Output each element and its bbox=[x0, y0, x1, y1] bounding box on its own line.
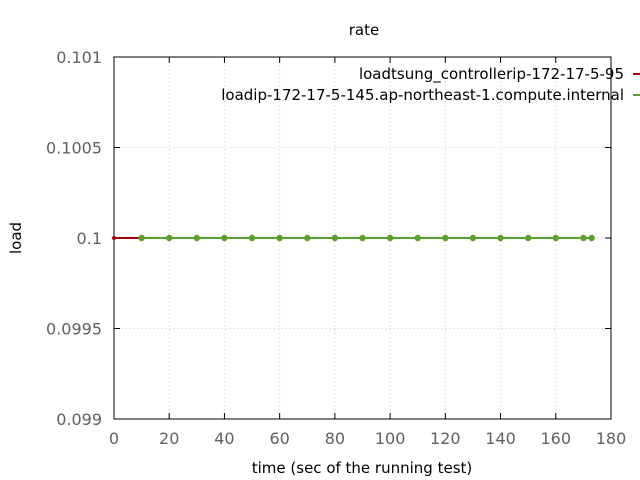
series-2-point bbox=[248, 234, 256, 242]
y-tick-label: 0.1005 bbox=[46, 139, 102, 158]
series-2-point bbox=[442, 234, 449, 242]
series-1-point bbox=[112, 236, 116, 240]
legend-item: loadip-172-17-5-145.ap-northeast-1.compu… bbox=[221, 86, 640, 104]
y-tick-label: 0.1 bbox=[77, 229, 102, 248]
y-axis-ticks: 0.101 0.1005 0.1 0.0995 0.099 bbox=[46, 48, 611, 429]
series-2-point bbox=[304, 234, 311, 242]
series-2-point bbox=[331, 234, 339, 242]
x-tick-label: 100 bbox=[375, 429, 406, 448]
chart-title: rate bbox=[349, 21, 379, 39]
x-tick-label: 80 bbox=[325, 429, 345, 448]
series-2 bbox=[138, 234, 595, 242]
y-tick-label: 0.099 bbox=[56, 410, 102, 429]
x-tick-label: 20 bbox=[159, 429, 179, 448]
x-tick-label: 60 bbox=[269, 429, 289, 448]
series-2-point bbox=[138, 234, 145, 242]
legend: loadtsung_controllerip-172-17-5-95loadip… bbox=[221, 65, 640, 104]
series-2-point bbox=[580, 234, 587, 242]
y-axis-label: load bbox=[7, 222, 25, 254]
series-2-point bbox=[276, 234, 283, 242]
series-2-point bbox=[221, 234, 228, 242]
series-layer bbox=[112, 234, 595, 242]
series-2-point bbox=[469, 234, 477, 242]
series-2-point bbox=[166, 234, 173, 242]
series-2-point bbox=[359, 234, 366, 242]
x-tick-label: 140 bbox=[485, 429, 516, 448]
x-tick-label: 0 bbox=[109, 429, 119, 448]
x-axis-ticks: 0 20 40 60 80 100 120 140 160 180 bbox=[109, 57, 626, 448]
series-2-point bbox=[193, 234, 201, 242]
legend-label: loadtsung_controllerip-172-17-5-95 bbox=[359, 65, 624, 84]
series-2-point bbox=[524, 234, 532, 242]
series-2-point bbox=[386, 234, 394, 242]
series-2-point bbox=[552, 234, 559, 242]
legend-label: loadip-172-17-5-145.ap-northeast-1.compu… bbox=[221, 86, 624, 104]
x-tick-label: 40 bbox=[214, 429, 234, 448]
series-2-point bbox=[588, 234, 595, 242]
x-axis-label: time (sec of the running test) bbox=[252, 459, 473, 477]
legend-item: loadtsung_controllerip-172-17-5-95 bbox=[359, 65, 640, 84]
series-2-point bbox=[414, 234, 421, 242]
y-tick-label: 0.101 bbox=[56, 48, 102, 67]
series-2-point bbox=[497, 234, 504, 242]
x-tick-label: 120 bbox=[430, 429, 461, 448]
x-tick-label: 180 bbox=[596, 429, 627, 448]
x-tick-label: 160 bbox=[541, 429, 572, 448]
y-tick-label: 0.0995 bbox=[46, 320, 102, 339]
